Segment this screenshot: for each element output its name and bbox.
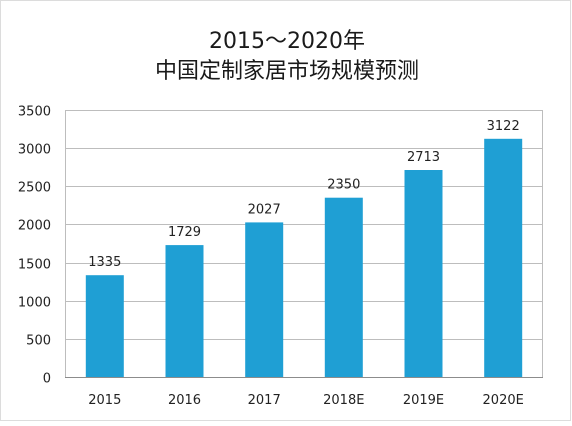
x-tick-label-2016: 2016 xyxy=(168,393,201,408)
y-tick-label: 3500 xyxy=(18,105,51,120)
y-tick-label: 3000 xyxy=(18,143,51,158)
data-label-2017: 2027 xyxy=(248,202,281,217)
data-label-2018E: 2350 xyxy=(327,178,360,193)
x-tick-label-2019E: 2019E xyxy=(403,393,444,408)
y-tick-label: 500 xyxy=(26,334,51,349)
y-tick-label: 2500 xyxy=(18,181,51,196)
y-tick-label: 1500 xyxy=(18,258,51,273)
data-label-2020E: 3122 xyxy=(487,119,520,134)
chart-title-line-2: 中国定制家居市场规模预测 xyxy=(155,59,419,84)
y-tick-label: 1000 xyxy=(18,296,51,311)
data-labels: 1335 1729 2027 2350 2713 3122 xyxy=(88,119,519,270)
bar-2019E xyxy=(404,170,443,377)
bar-2020E xyxy=(484,138,523,377)
bar-2015 xyxy=(85,275,124,377)
data-label-2015: 1335 xyxy=(88,255,121,270)
x-tick-label-2018E: 2018E xyxy=(323,393,364,408)
bar-2017 xyxy=(245,222,284,377)
bars xyxy=(85,138,523,377)
y-axis-ticks: 0 500 1000 1500 2000 2500 3000 3500 xyxy=(18,105,51,387)
x-tick-label-2015: 2015 xyxy=(88,393,121,408)
x-tick-label-2017: 2017 xyxy=(248,393,281,408)
data-label-2016: 1729 xyxy=(168,225,201,240)
x-tick-label-2020E: 2020E xyxy=(483,393,524,408)
y-tick-label: 2000 xyxy=(18,219,51,234)
bar-2016 xyxy=(165,245,204,377)
y-tick-label: 0 xyxy=(43,372,51,387)
gridlines xyxy=(65,110,543,378)
data-label-2019E: 2713 xyxy=(407,150,440,165)
x-axis-ticks: 2015 2016 2017 2018E 2019E 2020E xyxy=(88,393,524,408)
bar-2018E xyxy=(324,197,363,377)
chart-title-line-1: 2015～2020年 xyxy=(209,29,365,54)
